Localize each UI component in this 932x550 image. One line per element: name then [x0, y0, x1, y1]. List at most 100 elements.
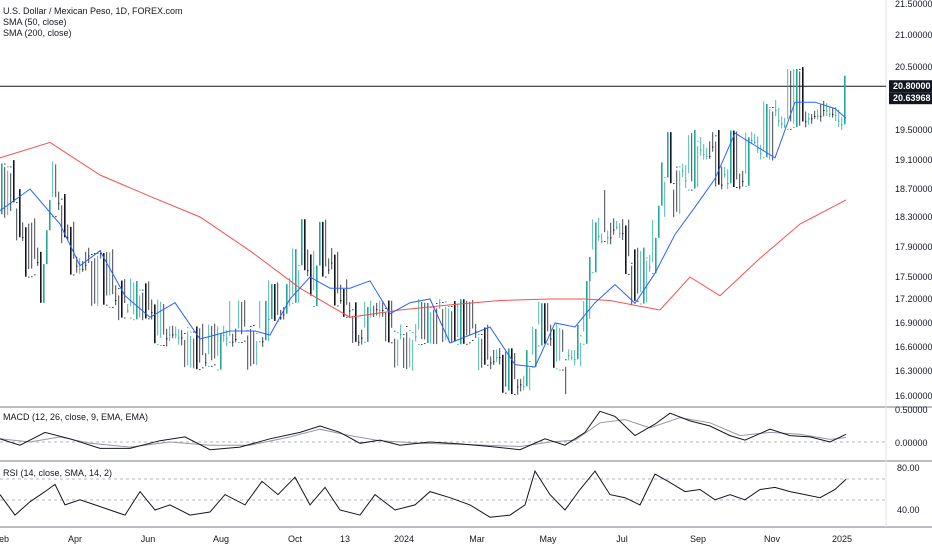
- time-tick-label: 2025: [832, 534, 852, 544]
- candle-body: [109, 306, 111, 308]
- sma-50-line: [0, 101, 847, 368]
- candle-body: [70, 226, 72, 275]
- candle-body: [460, 299, 462, 345]
- candle-body: [634, 249, 636, 301]
- candle-body: [574, 359, 576, 361]
- candle-body: [463, 299, 465, 344]
- candle-body: [100, 253, 102, 254]
- candle-body: [739, 186, 741, 188]
- candle-body: [385, 308, 387, 309]
- candle-body: [169, 334, 171, 336]
- candle-body: [172, 334, 174, 336]
- candle-body: [295, 249, 297, 303]
- candle-body: [715, 135, 717, 137]
- candle-body: [187, 327, 189, 329]
- candle-body: [595, 222, 597, 273]
- candle-body: [811, 118, 813, 120]
- candle-body: [343, 289, 345, 317]
- candle-body: [127, 310, 129, 312]
- candle-body: [529, 360, 531, 362]
- candle-body: [448, 306, 450, 307]
- candle-body: [208, 365, 210, 367]
- candle-body: [223, 335, 225, 337]
- candle-body: [469, 342, 471, 344]
- candle-body: [490, 362, 492, 364]
- candle-body: [415, 336, 417, 338]
- candle-body: [520, 384, 522, 386]
- candle-body: [652, 273, 654, 275]
- candle-body: [241, 342, 243, 344]
- price-tick-label: 17.50000: [895, 272, 932, 282]
- candle-body: [112, 306, 114, 308]
- candle-body: [178, 337, 180, 339]
- candle-body: [43, 264, 45, 303]
- candle-body: [442, 301, 444, 303]
- price-tick-label: 16.60000: [895, 342, 932, 352]
- candle-body: [712, 146, 714, 148]
- candle-body: [706, 156, 708, 157]
- candle-body: [184, 333, 186, 334]
- candle-body: [796, 68, 798, 128]
- candle-body: [484, 327, 486, 365]
- price-tick-label: 16.30000: [895, 366, 932, 376]
- candle-body: [601, 241, 603, 242]
- candle-body: [685, 180, 687, 182]
- price-tick-label: 17.20000: [895, 294, 932, 304]
- candle-body: [817, 115, 819, 117]
- candle-body: [775, 110, 777, 111]
- price-tick-label: 18.30000: [895, 212, 932, 222]
- candle-body: [559, 369, 561, 371]
- candle-body: [577, 324, 579, 360]
- candle-body: [175, 333, 177, 335]
- price-tick-label: 20.50000: [895, 62, 932, 72]
- candle-body: [337, 305, 339, 307]
- legend-sma-200: SMA (200, close): [3, 28, 72, 38]
- candle-body: [451, 306, 453, 307]
- candle-body: [193, 331, 195, 333]
- time-tick-label: Jun: [141, 534, 156, 544]
- candle-body: [379, 310, 381, 312]
- candle-body: [364, 341, 366, 343]
- candle-body: [55, 216, 57, 218]
- candle-body: [757, 148, 759, 150]
- candle-body: [265, 300, 267, 341]
- time-tick-label: 13: [340, 534, 350, 544]
- candle-body: [376, 309, 378, 311]
- candle-body: [1, 163, 3, 215]
- candle-body: [616, 227, 618, 228]
- candle-body: [547, 343, 549, 345]
- candle-body: [256, 333, 258, 335]
- candle-body: [121, 280, 123, 318]
- candle-body: [721, 184, 723, 186]
- candle-body: [262, 341, 264, 343]
- candle-body: [841, 124, 843, 126]
- candle-body: [286, 284, 288, 314]
- candle-body: [358, 341, 360, 343]
- candle-body: [445, 301, 447, 303]
- candle-body: [466, 343, 468, 345]
- candle-body: [508, 348, 510, 391]
- candle-body: [409, 329, 411, 331]
- candle-body: [319, 221, 321, 266]
- sma-200-line: [0, 141, 847, 318]
- candle-body: [499, 357, 501, 359]
- candle-body: [61, 198, 63, 200]
- candle-body: [457, 344, 459, 346]
- candle-body: [268, 318, 270, 320]
- candle-body: [427, 303, 429, 344]
- candle-body: [472, 340, 474, 341]
- candle-body: [421, 344, 423, 346]
- candle-body: [181, 337, 183, 339]
- candle-body: [781, 123, 783, 125]
- candle-body: [160, 345, 162, 346]
- time-tick-label: Aug: [213, 534, 229, 544]
- candle-body: [571, 357, 573, 359]
- candle-body: [658, 205, 660, 238]
- candle-body: [220, 333, 222, 370]
- candle-body: [544, 303, 546, 344]
- sma-price-label: 20.63968: [893, 93, 931, 103]
- candle-body: [535, 328, 537, 367]
- candle-body: [88, 255, 90, 257]
- candle-body: [46, 230, 48, 265]
- macd-tick-label: 0.50000: [895, 405, 928, 415]
